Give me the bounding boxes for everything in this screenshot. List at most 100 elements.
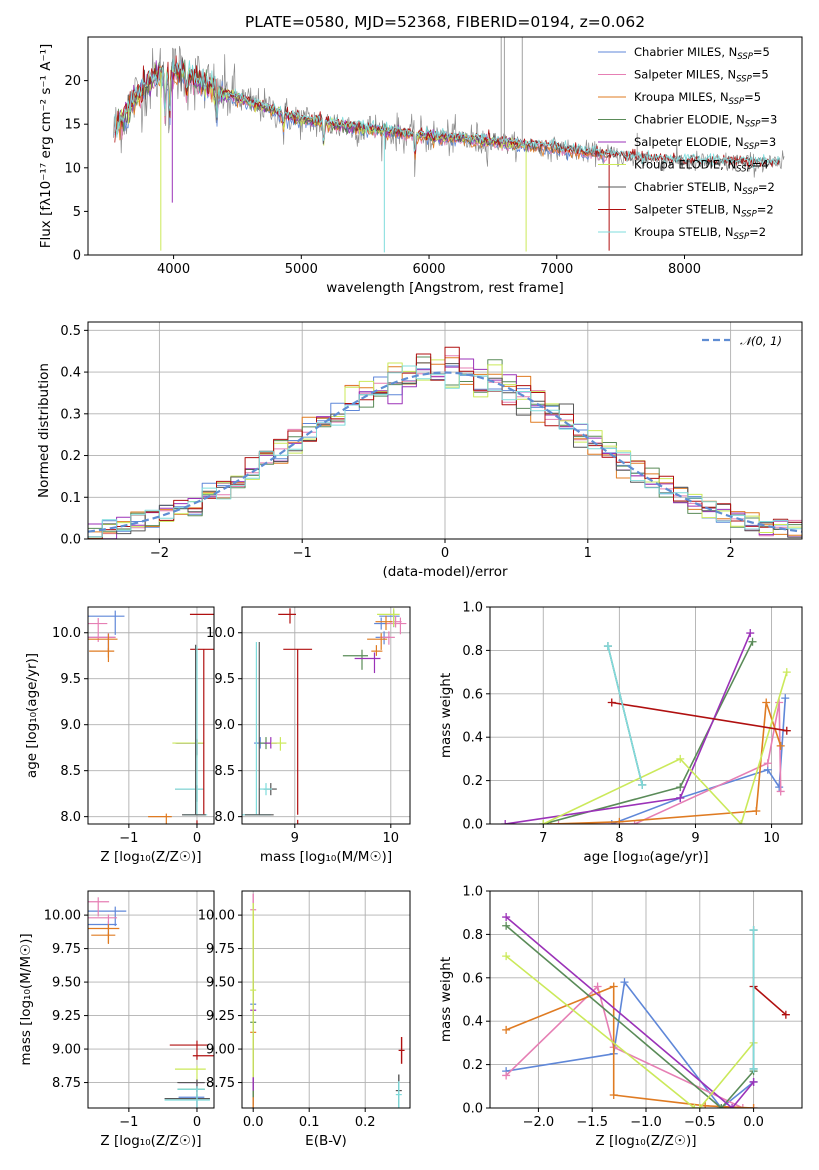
panel-1: 4000 5000 6000 7000 8000 0 5 10 15 20 wavelength […	[38, 13, 803, 296]
x-tick-label: 0	[193, 1115, 201, 1130]
chart-title: PLATE=0580, MJD=52368, FIBERID=0194, z=0…	[245, 13, 645, 31]
weight-marker	[502, 1071, 511, 1080]
y-tick-label: 0.4	[462, 1015, 483, 1030]
y-tick-label: 9.50	[52, 976, 81, 991]
weight-marker	[781, 1010, 790, 1019]
x-tick-label: 9	[291, 831, 299, 846]
panel-3: −1 0 8.0 8.5 9.0 9.5 10.0 Z [log₁₀(Z/Z☉)] age [l…	[24, 606, 215, 865]
x-axis-label: Z [log₁₀(Z/Z☉)]	[595, 1133, 696, 1149]
panel-6: −1 0 8.75 9.00 9.25 9.50 9.75 10.00 Z [log₁₀(Z/Z…	[18, 890, 215, 1149]
y-tick-label: 0.0	[462, 1102, 483, 1117]
y-tick-label: 9.75	[52, 942, 81, 957]
x-tick-label: −0.5	[684, 1115, 716, 1130]
weight-line-salpeter-stelib	[753, 985, 787, 1016]
x-tick-label: 8	[615, 831, 623, 846]
legend-tail: =2	[757, 203, 774, 217]
weight-line-chabrier-miles	[505, 981, 755, 1108]
x-tick-label: 0	[441, 546, 449, 561]
axes-frame	[87, 36, 803, 256]
x-tick-label: 1	[584, 546, 592, 561]
y-axis-label: Normed distribution	[36, 363, 52, 498]
y-tick-label: 0.3	[60, 407, 81, 422]
weight-marker	[609, 982, 618, 991]
weight-marker	[746, 629, 755, 638]
y-tick-label: 8.5	[214, 764, 235, 779]
x-tick-label: 6000	[412, 262, 445, 277]
weight-marker	[763, 759, 772, 768]
weight-marker	[749, 926, 758, 935]
y-tick-label: 8.75	[206, 1076, 235, 1091]
y-axis-label: mass weight	[438, 673, 454, 758]
y-tick-label: 0.0	[462, 818, 483, 833]
legend-tail: =2	[749, 225, 766, 239]
x-axis-label: Z [log₁₀(Z/Z☉)]	[100, 1133, 201, 1149]
axes-frame	[241, 890, 411, 1109]
legend-label: Chabrier MILES, NSSP=5	[634, 45, 770, 62]
legend-label: Salpeter STELIB, NSSP=2	[634, 203, 774, 220]
x-tick-label: 10	[763, 831, 780, 846]
x-tick-label: −1	[293, 546, 312, 561]
model-spectrum-kroupa-stelib	[114, 58, 781, 169]
y-tick-label: 9.25	[52, 1009, 81, 1024]
weight-marker	[748, 637, 757, 646]
legend-text: Kroupa MILES, N	[634, 90, 729, 104]
plot-area	[113, 37, 785, 253]
y-tick-label: 9.0	[60, 718, 81, 733]
weight-marker	[737, 820, 746, 824]
weight-marker	[593, 982, 602, 991]
y-axis-label: Flux [fλ10⁻¹⁷ erg cm⁻² s⁻¹ A⁻¹]	[38, 44, 54, 249]
legend-subscript: SSP	[742, 187, 758, 197]
y-tick-label: 10	[64, 161, 81, 176]
weight-line-salpeter-stelib	[611, 701, 787, 732]
legend-subscript: SSP	[729, 97, 745, 107]
legend-tail: =5	[753, 45, 770, 59]
y-tick-label: 10.00	[198, 909, 235, 924]
plot-area	[88, 610, 214, 824]
y-tick-label: 15	[64, 118, 81, 133]
panel-8: −2.0 −1.5 −1.0 −0.5 0.0 0.0 0.2 0.4 0.6 0.8 1.0 Z […	[438, 885, 803, 1149]
y-tick-label: 0.0	[60, 533, 81, 548]
y-tick-label: 1.0	[462, 601, 483, 616]
x-axis-label: wavelength [Angstrom, rest frame]	[326, 280, 564, 296]
legend-subscript: SSP	[745, 120, 761, 130]
weight-marker	[717, 1104, 726, 1108]
y-tick-label: 0.6	[462, 971, 483, 986]
weight-line-chabrier-elodie	[505, 925, 755, 1108]
weight-marker	[676, 754, 685, 763]
legend: 𝒩(0, 1)	[702, 334, 782, 348]
weight-line-salpeter-miles	[505, 985, 754, 1108]
x-tick-label: 0.0	[743, 1115, 764, 1130]
legend-text: Salpeter STELIB, N	[634, 203, 741, 217]
x-axis-label: (data-model)/error	[382, 564, 508, 580]
data-spectrum	[113, 45, 785, 178]
x-axis-label: age [log₁₀(age/yr)]	[583, 849, 708, 865]
x-tick-label: −1.0	[630, 1115, 662, 1130]
x-tick-label: −1	[119, 831, 138, 846]
x-tick-label: 7000	[540, 262, 573, 277]
plot-area	[250, 893, 405, 1108]
legend-tail: =5	[752, 68, 769, 82]
weight-line-salpeter-elodie	[505, 916, 755, 1108]
weight-marker	[728, 1104, 737, 1108]
legend-tail: =4	[752, 158, 769, 172]
weight-line-kroupa-stelib	[607, 645, 643, 786]
weight-line-kroupa-elodie	[542, 671, 788, 824]
weight-marker	[752, 806, 761, 815]
y-tick-label: 10.0	[206, 626, 235, 641]
legend-subscript: SSP	[734, 232, 750, 242]
y-tick-label: 8.5	[60, 764, 81, 779]
legend-label: Kroupa ELODIE, NSSP=4	[634, 158, 769, 175]
weight-marker	[775, 783, 784, 792]
panel-4: 9 10 8.0 8.5 9.0 9.5 10.0 mass [log₁₀(M/M☉)]	[206, 606, 411, 865]
y-tick-label: 10.0	[52, 626, 81, 641]
y-tick-label: 0	[73, 249, 81, 264]
plot-area	[88, 897, 214, 1108]
weight-marker	[695, 1104, 704, 1108]
weight-marker	[502, 921, 511, 930]
x-tick-label: 5000	[285, 262, 318, 277]
x-tick-label: 4000	[157, 262, 190, 277]
y-tick-label: 0.4	[60, 366, 81, 381]
weight-marker	[502, 913, 511, 922]
legend-tail: =3	[760, 113, 777, 127]
